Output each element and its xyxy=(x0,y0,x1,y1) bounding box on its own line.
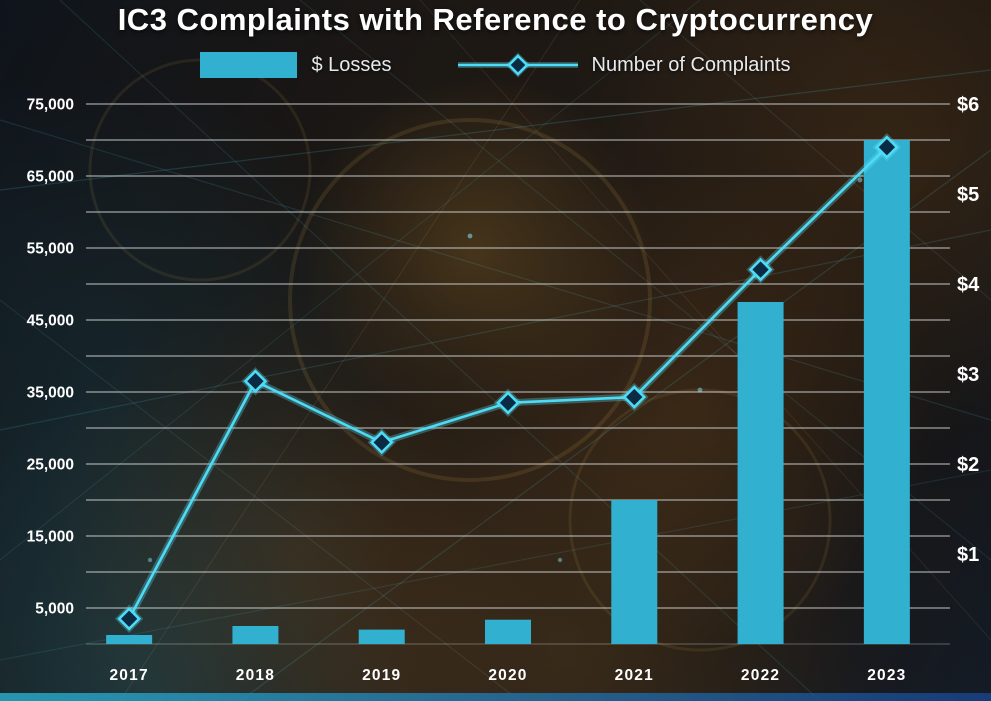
marker-2018 xyxy=(243,369,268,394)
bar-2017 xyxy=(106,635,153,644)
left-axis-tick: 45,000 xyxy=(27,313,74,330)
x-axis-label-2022: 2022 xyxy=(741,667,780,684)
complaints-line-marker-icon xyxy=(457,52,578,78)
left-axis-tick: 75,000 xyxy=(27,97,74,114)
left-axis-tick: 15,000 xyxy=(27,529,74,546)
x-axis-label-2017: 2017 xyxy=(109,667,148,684)
x-axis-label-2021: 2021 xyxy=(615,667,654,684)
marker-2021 xyxy=(622,385,647,409)
right-axis-tick: $1 xyxy=(957,544,979,566)
legend-losses-label: $ Losses xyxy=(311,53,392,76)
legend-complaints-label: Number of Complaints xyxy=(591,53,791,76)
right-axis-tick: $2 xyxy=(957,454,979,476)
x-axis-label-2019: 2019 xyxy=(362,667,401,684)
left-axis-tick: 55,000 xyxy=(27,241,74,258)
bottom-gradient-strip xyxy=(0,693,991,701)
bar-2020 xyxy=(485,619,531,644)
legend-entry-complaints: Number of Complaints xyxy=(457,51,791,79)
bar-2021 xyxy=(611,500,658,644)
x-axis-label-2023: 2023 xyxy=(867,667,906,684)
marker-2023 xyxy=(875,135,899,160)
right-axis-tick: $6 xyxy=(957,94,979,116)
losses-bar-swatch-icon xyxy=(200,52,298,78)
left-axis-tick: 65,000 xyxy=(27,169,74,186)
x-axis-label-2018: 2018 xyxy=(236,667,275,684)
left-axis-tick: 25,000 xyxy=(27,457,74,474)
bar-2019 xyxy=(358,629,405,644)
chart-title: IC3 Complaints with Reference to Cryptoc… xyxy=(117,2,874,37)
bar-2018 xyxy=(232,626,279,644)
bar-2022 xyxy=(737,302,784,644)
legend-entry-losses: $ Losses xyxy=(200,52,392,78)
bar-2023 xyxy=(863,140,910,644)
marker-2017 xyxy=(117,606,141,631)
marker-2019 xyxy=(369,430,394,455)
x-axis-label-2020: 2020 xyxy=(488,667,527,684)
legend: $ Losses Number of Complaints xyxy=(0,49,991,81)
right-axis-tick: $4 xyxy=(957,274,980,296)
marker-2022 xyxy=(748,257,773,282)
left-axis-tick: 5,000 xyxy=(35,601,74,618)
left-axis-tick: 35,000 xyxy=(27,385,74,402)
right-axis-tick: $5 xyxy=(957,184,979,206)
right-axis-tick: $3 xyxy=(957,364,979,386)
marker-2020 xyxy=(496,390,520,415)
